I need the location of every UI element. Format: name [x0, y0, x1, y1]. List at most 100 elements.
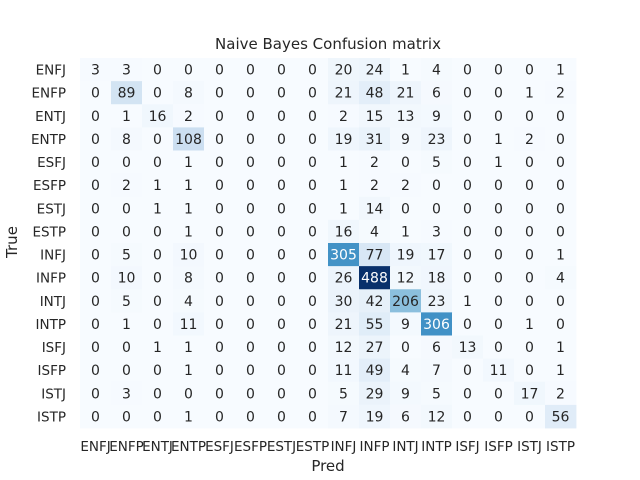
heatmap-cell-INFJ-ENFP: [111, 243, 143, 267]
cell-value-label: 7: [432, 363, 441, 379]
x-tick-label: INFJ: [331, 439, 357, 455]
heatmap-cell-INFJ-ESFP: [235, 243, 267, 267]
heatmap-cell-ENTP-ISTJ: [514, 127, 546, 151]
cell-value-label: 0: [91, 317, 100, 333]
cell-value-label: 2: [556, 386, 565, 402]
heatmap-cell-INFJ-ESTJ: [266, 243, 298, 267]
cell-value-label: 0: [277, 294, 286, 310]
cell-value-label: 0: [494, 386, 503, 402]
heatmap-cell-ISFJ-ISTP: [545, 335, 577, 360]
heatmap-cell-INTP-INTP: [421, 312, 453, 336]
heatmap-cell-ENTJ-INTJ: [390, 104, 422, 128]
heatmap-cell-INTJ-ISFP: [483, 289, 515, 313]
cell-value-label: 0: [494, 271, 503, 287]
cell-value-label: 1: [153, 340, 162, 356]
cell-value-label: 0: [463, 363, 472, 379]
heatmap-cell-ENTJ-ISTP: [545, 104, 577, 128]
cell-value-label: 0: [556, 132, 565, 148]
cell-value-label: 0: [153, 132, 162, 148]
cell-value-label: 0: [494, 340, 503, 356]
cell-value-label: 0: [246, 271, 255, 287]
heatmap-cell-INTP-ESTP: [297, 312, 329, 336]
cell-value-label: 23: [428, 132, 446, 148]
heatmap-cell-ISTJ-ISFP: [483, 381, 515, 406]
cell-value-label: 0: [463, 386, 472, 402]
cell-value-label: 6: [401, 409, 410, 425]
heatmap-cell-ISTP-ESTJ: [266, 404, 298, 429]
cell-value-label: 16: [149, 109, 167, 125]
cell-value-label: 0: [277, 340, 286, 356]
cell-value-label: 0: [525, 271, 534, 287]
cell-value-label: 0: [246, 340, 255, 356]
cell-value-label: 5: [122, 294, 131, 310]
heatmap-cell-INFJ-ENFJ: [80, 243, 112, 267]
cell-value-label: 206: [392, 294, 419, 310]
heatmap-cell-ISFP-ESFP: [235, 358, 267, 383]
heatmap-cell-ISTJ-ESFJ: [204, 381, 236, 406]
heatmap-cell-ISFP-ENTP: [173, 358, 205, 383]
heatmap-cell-INFP-ESTP: [297, 266, 329, 290]
heatmap-cell-ENFP-INFP: [359, 81, 391, 105]
x-tick-label: ESFP: [234, 439, 267, 455]
cell-value-label: 30: [335, 294, 353, 310]
cell-value-label: 0: [122, 155, 131, 171]
heatmap-cell-INTP-ESFJ: [204, 312, 236, 336]
y-tick-label: INFP: [36, 271, 66, 287]
heatmap-cell-ENTJ-ESFP: [235, 104, 267, 128]
y-tick-label: ENFJ: [36, 63, 66, 79]
cell-value-label: 1: [556, 248, 565, 264]
heatmap-cell-ESTP-ISTP: [545, 219, 577, 244]
cell-value-label: 0: [215, 340, 224, 356]
heatmap-cell-ENFJ-ESTJ: [266, 58, 298, 82]
heatmap-cell-ESTP-ESFJ: [204, 219, 236, 244]
cell-value-label: 2: [184, 109, 193, 125]
heatmap-cell-ENFJ-ISTP: [545, 58, 577, 82]
heatmap-cell-ISTJ-INTJ: [390, 381, 422, 406]
heatmap-cell-ENFP-ENTP: [173, 81, 205, 105]
cell-value-label: 0: [308, 109, 317, 125]
heatmap-cell-ESFJ-ISTJ: [514, 150, 546, 175]
heatmap-cell-ISFP-ESTJ: [266, 358, 298, 383]
cell-value-label: 12: [428, 409, 446, 425]
heatmap-cell-ENTJ-INFJ: [328, 104, 360, 128]
cell-value-label: 0: [463, 63, 472, 79]
heatmap-cell-ENTP-ISFJ: [452, 127, 484, 151]
cell-value-label: 0: [91, 201, 100, 217]
cell-value-label: 0: [463, 178, 472, 194]
heatmap-cell-ENTJ-ENTJ: [142, 104, 174, 128]
heatmap-cell-ESFJ-INTJ: [390, 150, 422, 175]
heatmap-cell-INTJ-ESTP: [297, 289, 329, 313]
cell-value-label: 19: [397, 248, 415, 264]
heatmap-cell-ISFP-ISTP: [545, 358, 577, 383]
heatmap-cell-INTJ-ISFJ: [452, 289, 484, 313]
heatmap-cell-INFJ-INTJ: [390, 243, 422, 267]
heatmap-cell-INTJ-INTP: [421, 289, 453, 313]
x-tick-label: ENFP: [109, 439, 144, 455]
heatmap-cell-ISTJ-ENTP: [173, 381, 205, 406]
heatmap-cell-ENFP-ENFP: [111, 81, 143, 105]
heatmap-cell-ESTP-INTP: [421, 219, 453, 244]
heatmap-cell-ENFP-INTJ: [390, 81, 422, 105]
heatmap-cell-INFP-ISTP: [545, 266, 577, 290]
cell-value-label: 0: [556, 224, 565, 240]
cell-value-label: 23: [428, 294, 446, 310]
heatmap-cell-ESTJ-ENTJ: [142, 196, 174, 221]
cell-value-label: 2: [525, 132, 534, 148]
cell-value-label: 5: [432, 155, 441, 171]
cell-value-label: 0: [277, 224, 286, 240]
cell-value-label: 0: [153, 271, 162, 287]
cell-value-label: 1: [153, 178, 162, 194]
heatmap-cell-ISFJ-ISTJ: [514, 335, 546, 360]
heatmap-cell-ENFJ-ISTJ: [514, 58, 546, 82]
heatmap-cell-INFP-INFP: [359, 266, 391, 290]
cell-value-label: 0: [525, 178, 534, 194]
heatmap-cell-ISFJ-ENTJ: [142, 335, 174, 360]
cell-value-label: 0: [122, 201, 131, 217]
cell-value-label: 5: [339, 386, 348, 402]
heatmap-cell-ISTJ-INFP: [359, 381, 391, 406]
cell-value-label: 0: [215, 86, 224, 102]
cell-value-label: 11: [490, 363, 508, 379]
heatmap-cell-ISFP-ISFJ: [452, 358, 484, 383]
heatmap-cell-ENFP-ISFJ: [452, 81, 484, 105]
